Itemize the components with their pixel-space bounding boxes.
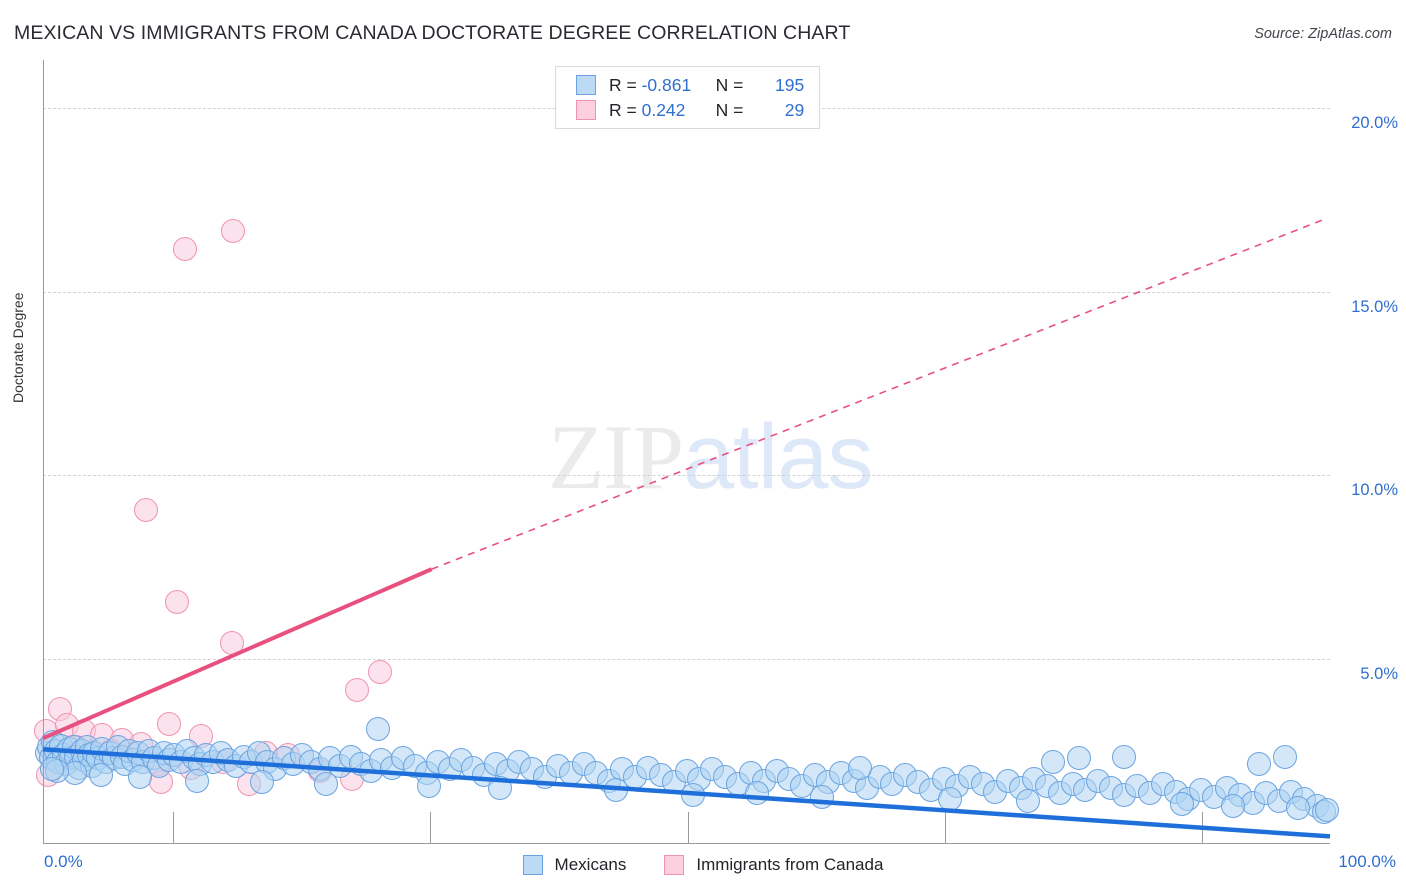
plot-area [33,60,1340,843]
y-axis-tick-label: 10.0% [1351,481,1398,500]
series-legend: Mexicans Immigrants from Canada [0,845,1406,885]
legend-stats-pink: R = 0.242 N = 29 [609,100,804,121]
data-point [172,237,197,262]
legend-swatch-pink [576,100,596,120]
x-axis-tick-label-max: 100.0% [1338,852,1396,871]
data-point [1169,792,1194,817]
data-point [1112,744,1137,769]
page-title: MEXICAN VS IMMIGRANTS FROM CANADA DOCTOR… [14,22,851,44]
data-point [1315,797,1340,822]
y-axis-tick-label: 5.0% [1360,665,1398,684]
data-point [133,498,158,523]
legend-item-mexicans[interactable]: Mexicans [522,855,627,875]
data-point [221,218,246,243]
data-point [345,678,370,703]
source-attribution: Source: ZipAtlas.com [1254,26,1392,42]
data-point [680,783,705,808]
data-point [127,764,152,789]
data-point [1285,796,1310,821]
legend-swatch-blue [576,75,596,95]
legend-r-label-pink: R = [609,99,637,120]
legend-row-canada: R = 0.242 N = 29 [576,97,804,123]
legend-n-label-pink: N = [715,99,744,120]
data-point [249,770,274,795]
x-axis-tick [688,812,689,843]
legend-r-label-blue: R = [609,74,637,95]
data-point [368,660,393,685]
data-point [185,768,210,793]
data-point [314,772,339,797]
x-axis-tick [173,812,174,843]
data-point [88,762,113,787]
data-point [848,755,873,780]
data-point [417,774,442,799]
x-axis-tick [1202,812,1203,843]
legend-r-value-pink: 0.242 [641,99,686,120]
data-point [1015,788,1040,813]
legend-label-mexicans: Mexicans [554,855,627,874]
data-point [220,630,245,655]
legend-n-value-blue: 195 [775,74,805,95]
data-point [1067,746,1092,771]
data-point [603,777,628,802]
data-point [938,786,963,811]
data-point [487,775,512,800]
x-axis-line [43,843,1330,844]
data-point [164,590,189,615]
x-axis-tick-label-min: 0.0% [44,852,83,871]
data-point [365,717,390,742]
legend-swatch-canada [664,855,685,875]
data-point [745,781,770,806]
x-axis-tick [945,812,946,843]
gridline [43,291,1330,293]
y-axis-tick-label: 15.0% [1351,297,1398,316]
data-point [1247,751,1272,776]
legend-label-canada: Immigrants from Canada [696,855,884,874]
legend-item-canada[interactable]: Immigrants from Canada [664,855,883,875]
data-point [809,785,834,810]
data-point [1221,794,1246,819]
y-axis-line [43,60,44,843]
legend-r-value-blue: -0.861 [641,74,692,95]
legend-n-label-blue: N = [715,74,744,95]
data-point [1272,744,1297,769]
legend-swatch-mexicans [522,855,543,875]
correlation-legend: R = -0.861 N = 195 R = 0.242 N = 29 [555,66,820,129]
data-point [1041,750,1066,775]
legend-n-value-pink: 29 [784,99,805,120]
gridline [43,659,1330,661]
data-point [157,711,182,736]
legend-stats-blue: R = -0.861 N = 195 [609,75,804,96]
legend-row-mexicans: R = -0.861 N = 195 [576,72,804,98]
x-axis-tick [430,812,431,843]
y-axis-tick-label: 20.0% [1351,113,1398,132]
y-axis-title: Doctorate Degree [10,292,26,403]
gridline [43,475,1330,477]
